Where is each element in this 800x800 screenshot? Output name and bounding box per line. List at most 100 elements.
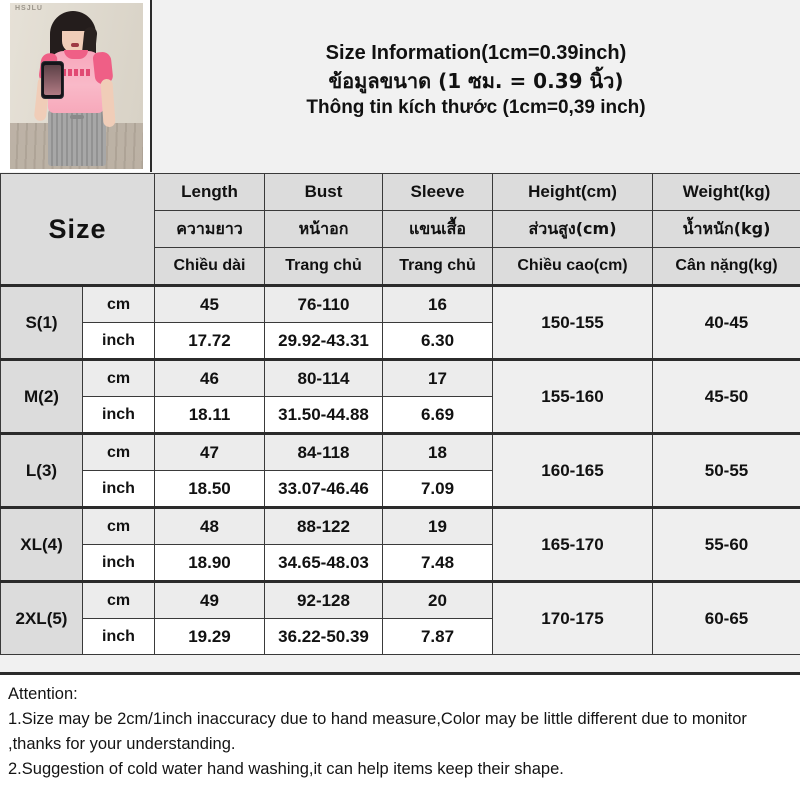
product-photo: HSJLU bbox=[10, 3, 143, 169]
size-label: XL(4) bbox=[0, 506, 83, 582]
table-row: inch 18.90 34.65-48.03 7.48 bbox=[1, 544, 800, 582]
col-header-height-vi: Chiều cao(cm) bbox=[492, 247, 653, 286]
cell-bust-cm: 92-128 bbox=[264, 580, 383, 619]
unit-label-inch: inch bbox=[82, 618, 155, 655]
cell-sleeve-inch: 7.48 bbox=[382, 544, 493, 582]
cell-sleeve-inch: 7.87 bbox=[382, 618, 493, 655]
cell-sleeve-inch: 6.30 bbox=[382, 322, 493, 360]
cell-bust-cm: 84-118 bbox=[264, 432, 383, 471]
unit-label-inch: inch bbox=[82, 544, 155, 582]
unit-label-inch: inch bbox=[82, 322, 155, 360]
col-header-length-en: Length bbox=[154, 173, 265, 211]
unit-label-cm: cm bbox=[82, 506, 155, 545]
unit-label-inch: inch bbox=[82, 470, 155, 508]
cell-sleeve-cm: 16 bbox=[382, 284, 493, 323]
cell-sleeve-cm: 19 bbox=[382, 506, 493, 545]
cell-height: 160-165 bbox=[492, 432, 653, 508]
table-row: inch 18.11 31.50-44.88 6.69 bbox=[1, 396, 800, 434]
col-header-weight-th: น้ำหนัก(kg) bbox=[652, 210, 800, 248]
col-header-bust-vi: Trang chủ bbox=[264, 247, 383, 286]
table-row: L(3) cm 47 84-118 18 160-165 50-55 bbox=[0, 432, 800, 508]
cell-length-cm: 48 bbox=[154, 506, 265, 545]
size-label: 2XL(5) bbox=[0, 580, 83, 655]
col-header-weight-en: Weight(kg) bbox=[652, 173, 800, 211]
cell-bust-inch: 34.65-48.03 bbox=[264, 544, 383, 582]
col-header-bust-en: Bust bbox=[264, 173, 383, 211]
product-photo-cell: HSJLU bbox=[0, 0, 152, 172]
unit-label-cm: cm bbox=[82, 358, 155, 397]
cell-bust-inch: 33.07-46.46 bbox=[264, 470, 383, 508]
header-band: HSJLU Size Information(1cm=0.39inch) ข้อ… bbox=[0, 0, 800, 175]
shorts-drawstring bbox=[70, 115, 84, 119]
size-column-header: Size bbox=[0, 173, 155, 286]
title-english: Size Information(1cm=0.39inch) bbox=[325, 41, 627, 64]
table-row: inch 17.72 29.92-43.31 6.30 bbox=[1, 322, 800, 360]
phone-icon bbox=[41, 61, 64, 99]
cell-height: 155-160 bbox=[492, 358, 653, 434]
attention-note-1: 1.Size may be 2cm/1inch inaccuracy due t… bbox=[8, 710, 747, 754]
unit-label-inch: inch bbox=[82, 396, 155, 434]
cell-weight: 50-55 bbox=[652, 432, 800, 508]
table-row: inch 18.50 33.07-46.46 7.09 bbox=[1, 470, 800, 508]
cell-bust-inch: 29.92-43.31 bbox=[264, 322, 383, 360]
cell-bust-inch: 31.50-44.88 bbox=[264, 396, 383, 434]
cell-length-cm: 45 bbox=[154, 284, 265, 323]
title-thai: ข้อมูลขนาด (1 ซม. = 0.39 นิ้ว) bbox=[328, 69, 624, 94]
cell-sleeve-inch: 7.09 bbox=[382, 470, 493, 508]
cell-bust-cm: 88-122 bbox=[264, 506, 383, 545]
cell-sleeve-cm: 20 bbox=[382, 580, 493, 619]
tee-chest-print bbox=[62, 69, 92, 76]
table-row: XL(4) cm 48 88-122 19 165-170 55-60 bbox=[0, 506, 800, 582]
cell-length-inch: 19.29 bbox=[154, 618, 265, 655]
col-header-sleeve-th: แขนเสื้อ bbox=[382, 210, 493, 248]
cell-length-inch: 18.90 bbox=[154, 544, 265, 582]
table-row: S(1) cm 45 76-110 16 150-155 40-45 bbox=[0, 284, 800, 360]
model-lips bbox=[71, 43, 79, 47]
col-header-weight-vi: Cân nặng(kg) bbox=[652, 247, 800, 286]
phone-screen bbox=[44, 65, 61, 95]
table-row: M(2) cm 46 80-114 17 155-160 45-50 bbox=[0, 358, 800, 434]
col-header-sleeve-vi: Trang chủ bbox=[382, 247, 493, 286]
col-header-height-th: ส่วนสูง(cm) bbox=[492, 210, 653, 248]
photo-watermark: HSJLU bbox=[15, 5, 43, 12]
col-header-sleeve-en: Sleeve bbox=[382, 173, 493, 211]
cell-weight: 60-65 bbox=[652, 580, 800, 655]
cell-height: 170-175 bbox=[492, 580, 653, 655]
cell-height: 165-170 bbox=[492, 506, 653, 582]
size-table: Size Length Bust Sleeve Height(cm) Weigh… bbox=[0, 173, 800, 655]
col-header-bust-th: หน้าอก bbox=[264, 210, 383, 248]
unit-label-cm: cm bbox=[82, 284, 155, 323]
size-label: M(2) bbox=[0, 358, 83, 434]
col-header-length-vi: Chiều dài bbox=[154, 247, 265, 286]
title-vietnamese: Thông tin kích thước (1cm=0,39 inch) bbox=[306, 97, 646, 119]
cell-length-cm: 49 bbox=[154, 580, 265, 619]
table-row: inch 19.29 36.22-50.39 7.87 bbox=[1, 618, 800, 655]
header-row-vietnamese: Chiều dài Trang chủ Trang chủ Chiều cao(… bbox=[1, 247, 800, 286]
model-hair-top bbox=[59, 13, 91, 31]
tee-collar bbox=[64, 50, 88, 59]
cell-bust-inch: 36.22-50.39 bbox=[264, 618, 383, 655]
cell-weight: 55-60 bbox=[652, 506, 800, 582]
attention-block: Attention: 1.Size may be 2cm/1inch inacc… bbox=[0, 672, 800, 800]
size-label: S(1) bbox=[0, 284, 83, 360]
unit-label-cm: cm bbox=[82, 580, 155, 619]
cell-sleeve-inch: 6.69 bbox=[382, 396, 493, 434]
unit-label-cm: cm bbox=[82, 432, 155, 471]
cell-length-cm: 46 bbox=[154, 358, 265, 397]
cell-height: 150-155 bbox=[492, 284, 653, 360]
cell-length-cm: 47 bbox=[154, 432, 265, 471]
cell-sleeve-cm: 18 bbox=[382, 432, 493, 471]
header-row-english: Size Length Bust Sleeve Height(cm) Weigh… bbox=[0, 173, 800, 286]
size-label: L(3) bbox=[0, 432, 83, 508]
cell-bust-cm: 80-114 bbox=[264, 358, 383, 397]
cell-length-inch: 18.11 bbox=[154, 396, 265, 434]
cell-sleeve-cm: 17 bbox=[382, 358, 493, 397]
attention-note-2: 2.Suggestion of cold water hand washing,… bbox=[8, 760, 564, 779]
cell-length-inch: 18.50 bbox=[154, 470, 265, 508]
title-block: Size Information(1cm=0.39inch) ข้อมูลขนา… bbox=[152, 0, 800, 175]
cell-length-inch: 17.72 bbox=[154, 322, 265, 360]
cell-weight: 40-45 bbox=[652, 284, 800, 360]
header-row-thai: ความยาว หน้าอก แขนเสื้อ ส่วนสูง(cm) น้ำห… bbox=[1, 210, 800, 248]
attention-heading: Attention: bbox=[8, 685, 78, 703]
